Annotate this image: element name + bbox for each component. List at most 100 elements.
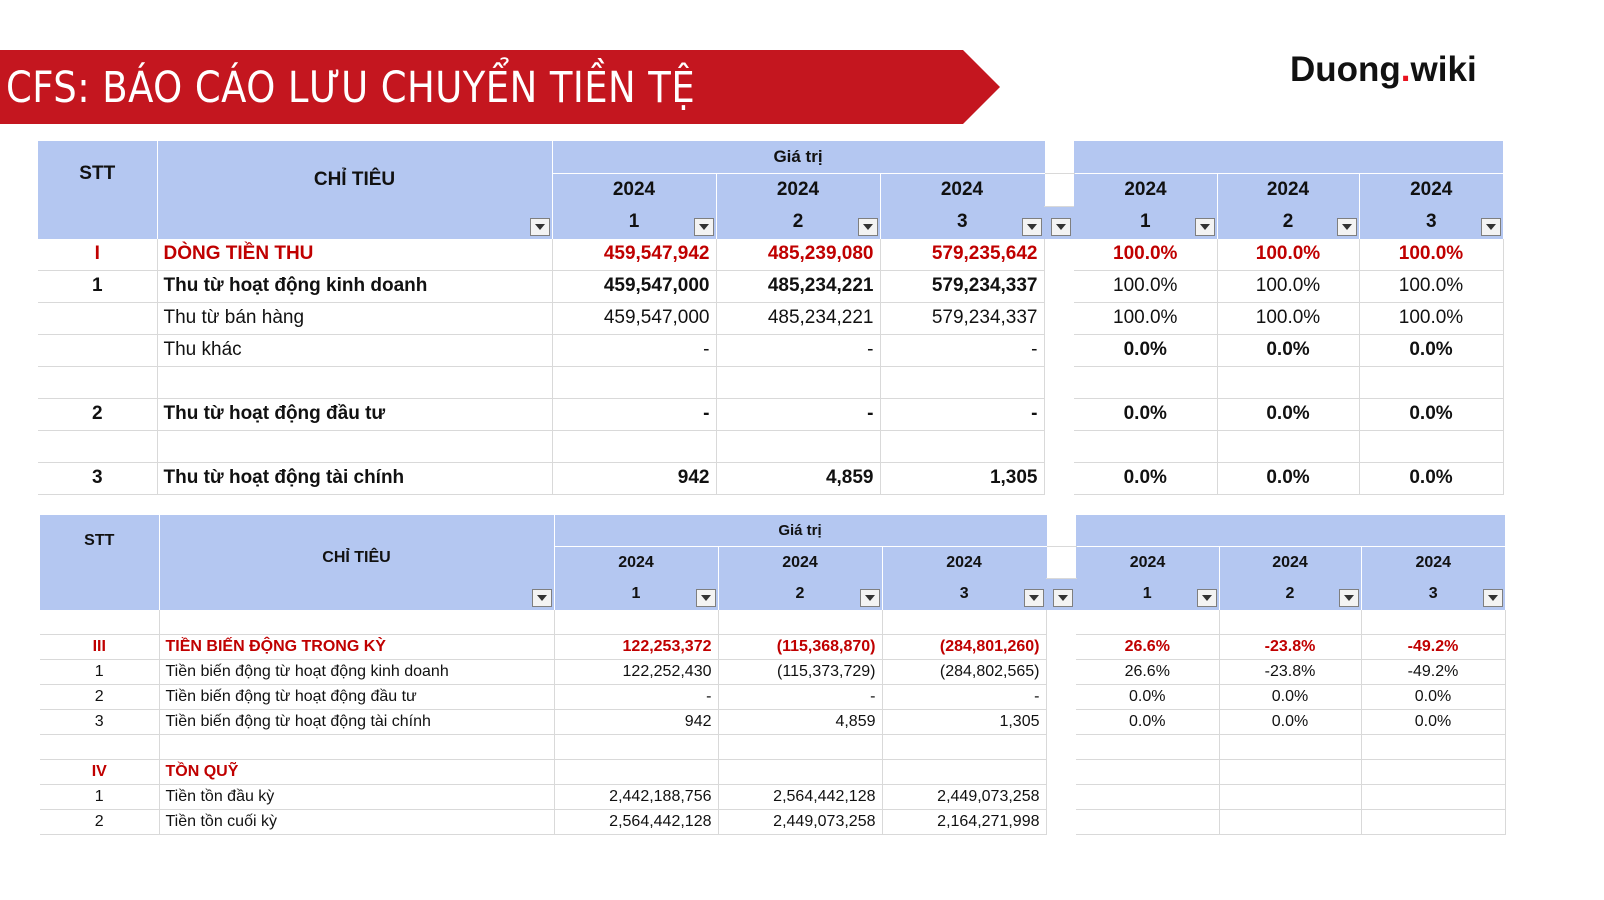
label-cell[interactable]: Thu từ hoạt động tài chính (157, 462, 553, 495)
filter-dropdown-icon[interactable] (1196, 589, 1217, 607)
period-header[interactable]: 3 (882, 578, 1046, 610)
value-cell[interactable]: - (552, 398, 717, 431)
percent-cell[interactable] (1361, 734, 1506, 760)
value-cell[interactable]: - (882, 684, 1047, 710)
value-cell[interactable] (554, 734, 719, 760)
value-cell[interactable]: (284,802,565) (882, 659, 1047, 685)
label-cell[interactable] (159, 610, 555, 635)
period-header[interactable]: 2 (1219, 578, 1362, 610)
label-cell[interactable]: Tiền tồn cuối kỳ (159, 809, 555, 835)
percent-cell[interactable]: 100.0% (1217, 302, 1360, 335)
percent-cell[interactable]: -49.2% (1361, 634, 1506, 660)
percent-cell[interactable]: 100.0% (1074, 302, 1218, 335)
period-header[interactable]: 2 (1217, 206, 1360, 239)
stt-cell[interactable]: I (38, 238, 158, 271)
value-cell[interactable]: 579,235,642 (880, 238, 1045, 271)
value-cell[interactable]: 485,239,080 (716, 238, 881, 271)
filter-dropdown-icon[interactable] (1053, 589, 1073, 607)
value-cell[interactable]: 2,449,073,258 (718, 809, 883, 835)
value-cell[interactable]: 2,164,271,998 (882, 809, 1047, 835)
value-cell[interactable]: 2,564,442,128 (718, 784, 883, 810)
label-cell[interactable]: DÒNG TIỀN THU (157, 238, 553, 271)
value-cell[interactable]: - (880, 398, 1045, 431)
percent-cell[interactable] (1359, 366, 1504, 399)
label-cell[interactable]: TIỀN BIẾN ĐỘNG TRONG KỲ (159, 634, 555, 660)
percent-cell[interactable] (1361, 784, 1506, 810)
gap-filter-cell[interactable] (1044, 206, 1074, 239)
value-cell[interactable]: 459,547,000 (552, 302, 717, 335)
percent-cell[interactable] (1361, 610, 1506, 635)
value-cell[interactable]: 2,449,073,258 (882, 784, 1047, 810)
value-cell[interactable]: - (552, 334, 717, 367)
value-cell[interactable]: - (716, 398, 881, 431)
stt-cell[interactable] (38, 302, 158, 335)
stt-cell[interactable]: 1 (40, 659, 160, 685)
value-cell[interactable] (880, 430, 1045, 463)
filter-dropdown-icon[interactable] (1022, 217, 1042, 236)
chi-tieu-header[interactable]: CHỈ TIÊU (157, 141, 553, 239)
filter-dropdown-icon[interactable] (1481, 217, 1501, 236)
stt-cell[interactable]: 2 (40, 809, 160, 835)
value-cell[interactable]: 579,234,337 (880, 270, 1045, 303)
value-cell[interactable]: 485,234,221 (716, 270, 881, 303)
value-cell[interactable]: 942 (554, 709, 719, 735)
label-cell[interactable]: TỒN QUỸ (159, 759, 555, 785)
period-header[interactable]: 2 (716, 206, 881, 239)
percent-cell[interactable] (1361, 759, 1506, 785)
filter-dropdown-icon[interactable] (695, 589, 716, 607)
value-cell[interactable]: 122,252,430 (554, 659, 719, 685)
value-cell[interactable]: 1,305 (882, 709, 1047, 735)
value-cell[interactable] (882, 759, 1047, 785)
percent-cell[interactable] (1219, 759, 1362, 785)
filter-dropdown-icon[interactable] (531, 589, 552, 607)
label-cell[interactable] (157, 366, 553, 399)
value-cell[interactable] (554, 610, 719, 635)
percent-cell[interactable] (1074, 430, 1218, 463)
value-cell[interactable] (554, 759, 719, 785)
label-cell[interactable]: Thu khác (157, 334, 553, 367)
percent-cell[interactable]: 100.0% (1359, 238, 1504, 271)
value-cell[interactable]: 942 (552, 462, 717, 495)
percent-cell[interactable]: 0.0% (1361, 684, 1506, 710)
percent-cell[interactable]: 0.0% (1074, 398, 1218, 431)
label-cell[interactable]: Tiền biến động từ hoạt động kinh doanh (159, 659, 555, 685)
value-cell[interactable]: 1,305 (880, 462, 1045, 495)
percent-cell[interactable]: 0.0% (1074, 334, 1218, 367)
value-cell[interactable]: 2,564,442,128 (554, 809, 719, 835)
percent-cell[interactable] (1361, 809, 1506, 835)
filter-dropdown-icon[interactable] (1338, 589, 1359, 607)
label-cell[interactable]: Tiền tồn đầu kỳ (159, 784, 555, 810)
stt-cell[interactable]: IV (40, 759, 160, 785)
percent-cell[interactable] (1076, 784, 1220, 810)
label-cell[interactable]: Thu từ hoạt động đầu tư (157, 398, 553, 431)
value-cell[interactable] (716, 430, 881, 463)
period-header[interactable]: 3 (1359, 206, 1503, 239)
filter-dropdown-icon[interactable] (859, 589, 880, 607)
percent-cell[interactable]: 0.0% (1219, 684, 1362, 710)
percent-cell[interactable]: 100.0% (1217, 238, 1360, 271)
percent-cell[interactable] (1219, 784, 1362, 810)
value-cell[interactable]: 2,442,188,756 (554, 784, 719, 810)
percent-cell[interactable]: -49.2% (1361, 659, 1506, 685)
stt-cell[interactable] (40, 610, 160, 635)
value-cell[interactable] (718, 610, 883, 635)
percent-cell[interactable] (1076, 610, 1220, 635)
filter-dropdown-icon[interactable] (857, 217, 878, 236)
percent-cell[interactable]: -23.8% (1219, 659, 1362, 685)
percent-cell[interactable]: 26.6% (1076, 659, 1220, 685)
stt-cell[interactable]: 2 (40, 684, 160, 710)
period-header[interactable]: 1 (552, 206, 717, 239)
period-header[interactable]: 1 (1074, 206, 1218, 239)
percent-cell[interactable] (1359, 430, 1504, 463)
percent-cell[interactable] (1076, 809, 1220, 835)
period-header[interactable]: 2 (718, 578, 883, 610)
percent-cell[interactable]: 0.0% (1074, 462, 1218, 495)
percent-cell[interactable]: 0.0% (1217, 398, 1360, 431)
value-cell[interactable]: - (880, 334, 1045, 367)
value-cell[interactable] (552, 366, 717, 399)
filter-dropdown-icon[interactable] (529, 217, 550, 236)
value-cell[interactable]: (115,373,729) (718, 659, 883, 685)
percent-cell[interactable] (1219, 734, 1362, 760)
percent-cell[interactable]: -23.8% (1219, 634, 1362, 660)
value-cell[interactable]: (284,801,260) (882, 634, 1047, 660)
